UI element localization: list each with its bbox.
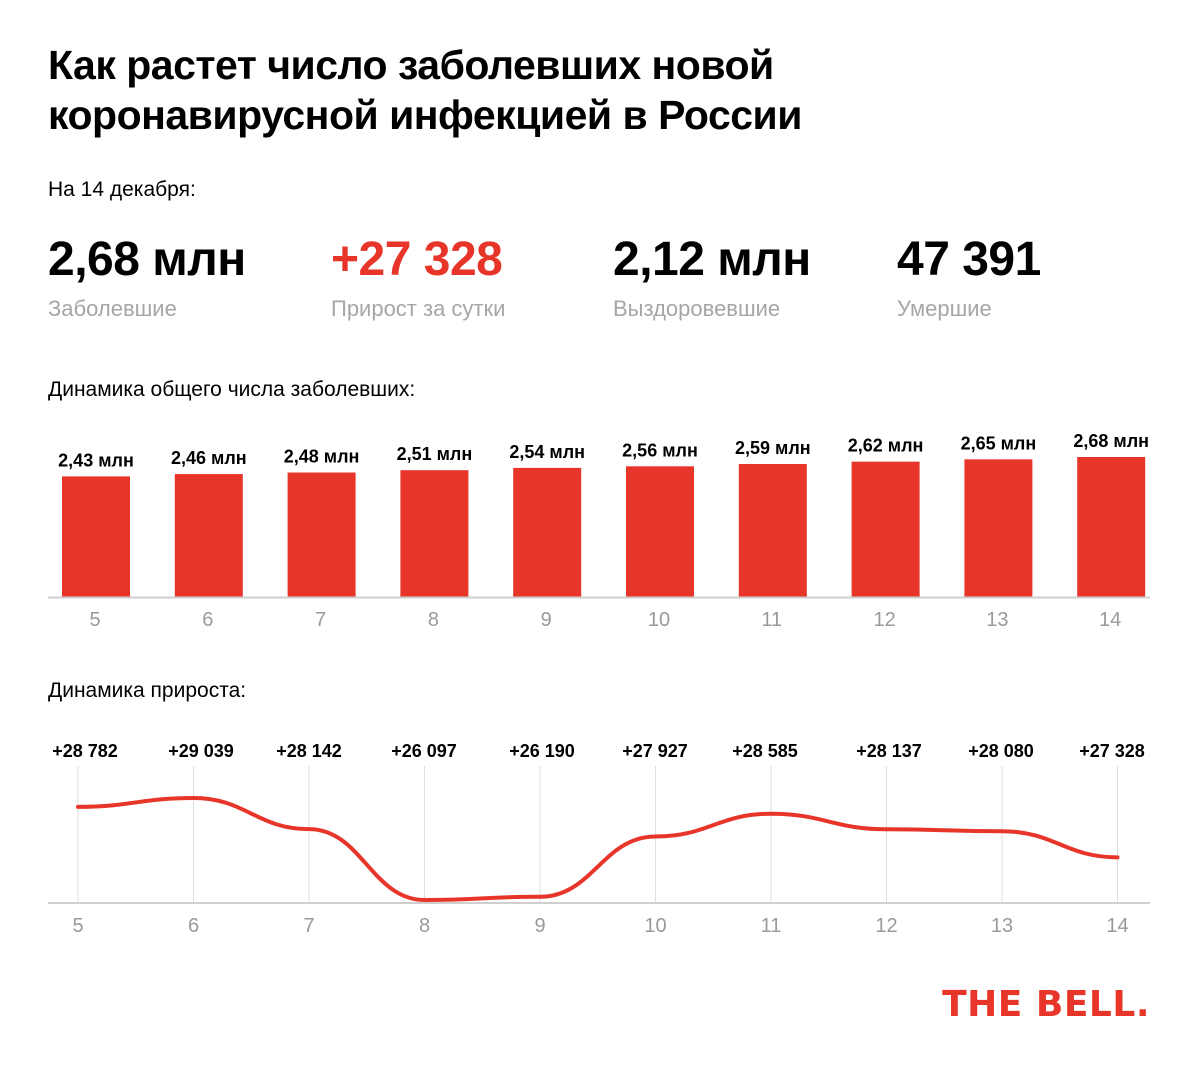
- bar-data-label: 2,62 млн: [848, 436, 924, 456]
- line-data-label: +28 782: [52, 741, 118, 761]
- stat-cases-label: Заболевшие: [48, 296, 177, 321]
- line-data-label: +28 585: [732, 741, 798, 761]
- line-data-label: +27 328: [1079, 741, 1145, 761]
- bar: [513, 467, 582, 597]
- stat-daily-increase-value: +27 328: [331, 233, 503, 286]
- bar-data-label: 2,65 млн: [961, 433, 1037, 453]
- line-data-label: +26 097: [391, 741, 457, 761]
- line-data-label: +28 142: [276, 741, 342, 761]
- chart-title: Как растет число заболевших новой корона…: [48, 42, 802, 138]
- bar-data-label: 2,48 млн: [284, 447, 360, 467]
- line-data-label: +26 190: [509, 741, 575, 761]
- bar-data-label: 2,56 млн: [622, 440, 698, 460]
- line-chart-title: Динамика прироста:: [48, 679, 247, 702]
- x-tick-label: 11: [761, 915, 782, 937]
- stat-deaths-value: 47 391: [897, 233, 1041, 286]
- x-tick-label: 5: [89, 609, 100, 631]
- bar-data-label: 2,51 млн: [397, 444, 473, 464]
- x-tick-label: 9: [541, 609, 552, 631]
- stat-recovered: 2,12 млн Выздоровевшие: [613, 230, 811, 322]
- bar-data-label: 2,46 млн: [171, 448, 247, 468]
- x-tick-label: 8: [428, 609, 439, 631]
- x-tick-label: 7: [303, 915, 314, 937]
- stat-daily-increase-label: Прирост за сутки: [331, 296, 506, 321]
- x-tick-label: 9: [534, 915, 545, 937]
- bar: [174, 474, 243, 597]
- stat-recovered-label: Выздоровевшие: [613, 296, 781, 321]
- stat-recovered-value: 2,12 млн: [613, 233, 811, 286]
- bar: [62, 476, 130, 597]
- stat-deaths-label: Умершие: [897, 296, 992, 321]
- x-tick-label: 7: [315, 609, 326, 631]
- line-data-label: +28 137: [856, 741, 922, 761]
- x-tick-label: 6: [202, 609, 213, 631]
- line-data-label: +28 080: [968, 741, 1034, 761]
- x-tick-label: 13: [986, 609, 1008, 631]
- stat-cases: 2,68 млн Заболевшие: [48, 230, 246, 322]
- the-bell-logo: THE BELL.: [942, 984, 1150, 1025]
- x-tick-label: 10: [644, 915, 666, 937]
- bar: [738, 463, 807, 597]
- series-line: [76, 796, 1120, 902]
- bar-data-label: 2,43 млн: [58, 450, 134, 470]
- date-label: На 14 декабря:: [48, 178, 196, 201]
- x-tick-label: 13: [991, 915, 1013, 937]
- stat-cases-value: 2,68 млн: [48, 233, 246, 286]
- bar-data-label: 2,68 млн: [1073, 431, 1149, 451]
- bar: [626, 466, 694, 597]
- stat-deaths: 47 391 Умершие: [897, 230, 1041, 322]
- line-data-label: +27 927: [622, 741, 688, 761]
- bar-data-label: 2,54 млн: [509, 442, 585, 462]
- bar: [964, 459, 1033, 597]
- stat-daily-increase: +27 328 Прирост за сутки: [331, 230, 505, 322]
- x-tick-label: 14: [1106, 915, 1128, 937]
- bar: [1077, 457, 1146, 597]
- x-tick-label: 14: [1099, 609, 1121, 631]
- line-data-label: +29 039: [168, 741, 234, 761]
- bar-data-label: 2,59 млн: [735, 438, 811, 458]
- bar-chart-title: Динамика общего числа заболевших:: [48, 378, 416, 401]
- bar: [851, 461, 920, 597]
- bar-chart: 2,43 млн 5 2,46 млн 6 2,48 млн 7 2,51 млн 8 2,54…: [48, 431, 1150, 631]
- x-tick-label: 12: [873, 609, 895, 631]
- x-tick-label: 10: [648, 609, 670, 631]
- x-tick-label: 12: [875, 915, 897, 937]
- x-tick-label: 8: [419, 915, 430, 937]
- bar: [400, 470, 469, 597]
- line-chart: +28 782 5 +29 039 6 +28 142 7 +26 097 8 +26 190 9…: [48, 741, 1150, 937]
- x-tick-label: 5: [72, 915, 83, 937]
- x-tick-label: 11: [761, 609, 782, 631]
- x-tick-label: 6: [188, 915, 199, 937]
- bar: [287, 472, 356, 597]
